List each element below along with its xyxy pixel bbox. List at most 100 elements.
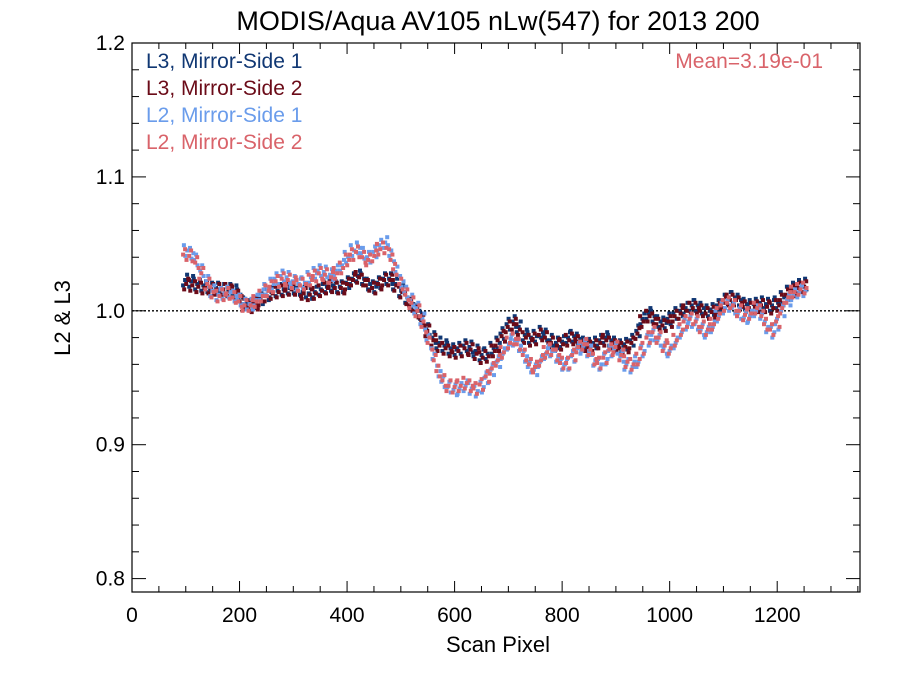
data-point: [655, 338, 660, 343]
data-point: [373, 244, 378, 249]
data-point: [599, 362, 604, 367]
data-point: [555, 343, 559, 348]
data-point: [694, 316, 699, 321]
data-point: [186, 278, 191, 282]
data-point: [713, 315, 718, 320]
data-point: [639, 343, 644, 348]
data-point: [492, 349, 497, 353]
data-point: [501, 328, 506, 333]
data-point: [632, 359, 637, 364]
data-point: [591, 351, 595, 356]
legend-entry: L3, Mirror-Side 2: [146, 77, 302, 100]
data-point: [244, 298, 249, 303]
data-point: [551, 343, 556, 348]
data-point: [564, 361, 569, 365]
data-point: [587, 336, 591, 341]
data-point: [662, 343, 667, 348]
data-point: [513, 316, 518, 321]
data-point: [430, 347, 435, 352]
data-point: [793, 287, 798, 292]
data-point: [654, 322, 659, 327]
data-point: [514, 336, 519, 341]
data-point: [466, 353, 471, 357]
data-point: [358, 245, 363, 250]
data-point: [458, 383, 463, 388]
data-point: [233, 300, 238, 305]
data-point: [359, 272, 364, 277]
data-point: [492, 373, 496, 378]
data-point: [575, 334, 580, 339]
data-point: [347, 286, 352, 290]
data-point: [370, 259, 375, 264]
data-point: [678, 332, 683, 337]
data-point: [665, 316, 670, 321]
data-point: [547, 338, 552, 343]
data-point: [609, 338, 614, 343]
data-point: [411, 303, 416, 308]
data-point: [388, 278, 393, 282]
data-point: [270, 290, 275, 295]
data-point: [693, 308, 698, 313]
data-point: [340, 263, 344, 268]
data-point: [700, 322, 705, 327]
data-point: [676, 316, 681, 321]
data-point: [470, 350, 475, 355]
data-point: [477, 358, 482, 363]
data-point: [718, 308, 722, 313]
data-point: [695, 314, 700, 319]
data-point: [193, 279, 197, 284]
data-point: [268, 276, 273, 281]
data-point: [324, 291, 328, 296]
data-point: [747, 316, 752, 321]
data-point: [555, 358, 560, 363]
data-point: [514, 322, 519, 327]
data-point: [349, 283, 353, 288]
data-point: [462, 346, 467, 351]
data-point: [255, 292, 260, 297]
data-point: [313, 276, 317, 281]
data-point: [468, 347, 473, 352]
data-point: [603, 335, 608, 340]
data-point: [457, 340, 462, 345]
data-point: [314, 279, 319, 284]
data-point: [345, 263, 350, 268]
data-point: [624, 362, 629, 367]
data-point: [745, 303, 750, 308]
data-point: [795, 282, 799, 286]
data-point: [703, 311, 708, 316]
data-point: [526, 340, 531, 345]
data-point: [668, 314, 673, 319]
data-point: [647, 314, 652, 319]
chart-title: MODIS/Aqua AV105 nLw(547) for 2013 200: [236, 6, 759, 36]
data-point: [313, 291, 318, 296]
data-point: [605, 330, 610, 335]
data-point: [570, 339, 575, 344]
data-point: [343, 287, 347, 292]
data-point: [623, 345, 628, 349]
y-tick-label: 0.8: [96, 568, 125, 591]
data-point: [367, 249, 371, 254]
data-point: [786, 287, 790, 292]
data-point: [714, 319, 719, 324]
data-point: [260, 302, 265, 307]
data-point: [274, 295, 279, 300]
data-point: [322, 272, 327, 277]
data-point: [776, 314, 781, 319]
data-point: [387, 247, 392, 252]
data-point: [795, 295, 800, 300]
data-point: [458, 351, 463, 356]
data-point: [797, 278, 801, 282]
data-point: [617, 358, 622, 363]
data-point: [628, 357, 633, 361]
data-point: [404, 302, 409, 307]
data-point: [484, 359, 489, 364]
data-point: [727, 308, 732, 313]
data-point: [200, 291, 205, 296]
data-point: [573, 358, 578, 363]
data-point: [759, 295, 764, 300]
data-point: [201, 274, 206, 278]
data-point: [395, 276, 400, 281]
data-point: [446, 351, 451, 356]
data-point: [699, 324, 704, 329]
data-point: [774, 306, 779, 311]
